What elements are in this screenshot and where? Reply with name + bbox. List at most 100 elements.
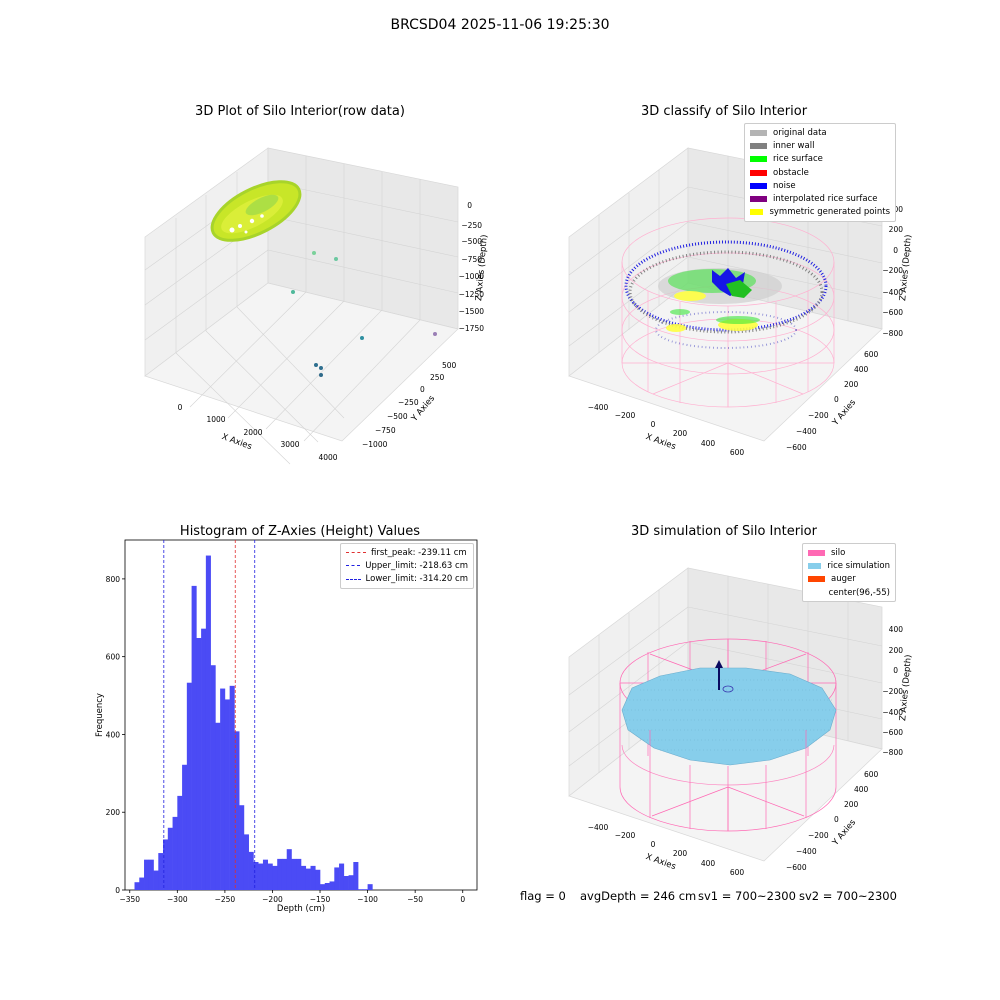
legend-label: rice simulation — [827, 560, 890, 571]
legend-swatch — [750, 182, 767, 189]
svg-text:0: 0 — [834, 815, 839, 824]
simulation-auger-arrow — [715, 660, 723, 690]
histogram-bar — [310, 865, 316, 890]
histogram-bar — [210, 665, 216, 890]
legend-label: silo — [831, 547, 846, 558]
svg-text:−400: −400 — [588, 403, 609, 412]
svg-text:−800: −800 — [882, 329, 903, 338]
histogram-bars — [134, 555, 373, 890]
histogram-bar — [339, 863, 345, 890]
histogram-bar — [201, 628, 207, 890]
svg-text:200: 200 — [673, 849, 688, 858]
svg-text:200: 200 — [889, 225, 904, 234]
x-tick-label: −350 — [119, 895, 140, 904]
raw-plot-title: 3D Plot of Silo Interior(row data) — [195, 104, 405, 119]
svg-text:−1750: −1750 — [459, 324, 485, 333]
histogram-bar — [262, 859, 269, 890]
svg-text:−600: −600 — [786, 443, 807, 452]
legend-label: Upper_limit: -218.63 cm — [365, 560, 468, 571]
legend-swatch — [750, 129, 767, 136]
legend-item-rice-simulation: rice simulation — [808, 559, 890, 572]
classify-3d-axes: −400 −200 0 200 400 600 X Axies −600 −40… — [568, 147, 914, 457]
histogram-bar — [291, 858, 297, 890]
svg-text:200: 200 — [673, 429, 688, 438]
classify-point-cloud — [624, 240, 828, 349]
histogram-bar — [305, 868, 311, 890]
svg-text:−1250: −1250 — [459, 290, 485, 299]
svg-text:−800: −800 — [882, 748, 903, 757]
legend-label: original data — [773, 127, 827, 138]
svg-text:−1000: −1000 — [459, 272, 485, 281]
histogram-bar — [253, 862, 259, 890]
svg-text:600: 600 — [730, 448, 745, 457]
histogram-bar — [172, 816, 178, 890]
legend-item-obstacle: obstacle — [750, 166, 890, 179]
svg-text:−200: −200 — [882, 687, 903, 696]
histogram-bar — [134, 882, 140, 890]
svg-text:−400: −400 — [588, 823, 609, 832]
legend-swatch — [750, 142, 767, 149]
status-avg-depth: avgDepth = 246 cm — [580, 889, 697, 903]
legend-item-rice-surface: rice surface — [750, 153, 890, 166]
svg-text:−400: −400 — [882, 288, 903, 297]
legend-label: noise — [773, 180, 796, 191]
histogram-bar — [144, 859, 150, 890]
svg-text:200: 200 — [844, 800, 859, 809]
histogram-bar — [205, 555, 211, 890]
legend-item-center: center(96,-55) — [808, 586, 890, 599]
svg-text:−400: −400 — [882, 708, 903, 717]
y-tick-label: 800 — [106, 575, 121, 584]
x-tick-label: −300 — [167, 895, 188, 904]
raw-x-axis-ticks: 0 1000 2000 3000 4000 — [178, 403, 338, 462]
legend-label: obstacle — [773, 167, 809, 178]
svg-text:250: 250 — [430, 373, 445, 382]
svg-text:−1500: −1500 — [459, 307, 485, 316]
raw-outlier-points — [291, 251, 437, 377]
legend-swatch — [750, 209, 764, 216]
status-sv2: sv2 = 700~2300 — [799, 889, 897, 903]
legend-line — [346, 552, 366, 554]
svg-text:400: 400 — [889, 625, 904, 634]
svg-text:−500: −500 — [387, 412, 408, 421]
y-tick-label: 200 — [106, 808, 121, 817]
histogram-y-ticks: 0 200 400 600 800 — [106, 575, 125, 895]
histogram-bar — [329, 881, 335, 890]
legend-swatch — [750, 196, 767, 203]
raw-y-axis-ticks: −1000 −750 −500 −250 0 250 500 — [362, 361, 457, 449]
svg-text:−200: −200 — [882, 266, 903, 275]
histogram-bar — [343, 876, 349, 890]
simulation-x-axis-ticks: −400 −200 0 200 400 600 — [588, 823, 745, 877]
svg-text:−600: −600 — [882, 728, 903, 737]
histogram-bar — [367, 884, 373, 890]
y-tick-label: 0 — [115, 886, 120, 895]
svg-text:0: 0 — [651, 840, 656, 849]
raw-silo-point-cloud — [210, 180, 302, 242]
svg-text:−200: −200 — [615, 831, 636, 840]
classify-legend: original data inner wall rice surface ob… — [744, 123, 896, 223]
raw-z-axis-ticks: 0 −250 −500 −750 −1000 −1250 −1500 −1750 — [459, 201, 485, 333]
svg-text:−400: −400 — [796, 847, 817, 856]
svg-text:0: 0 — [178, 403, 183, 412]
histogram-bar — [286, 849, 292, 890]
legend-label: inner wall — [773, 140, 815, 151]
simulation-y-axis-ticks: −600 −400 −200 0 200 400 600 — [786, 770, 879, 872]
histogram-bar — [196, 638, 202, 890]
x-tick-label: −250 — [215, 895, 236, 904]
simulation-z-axis-ticks: 400 200 0 −200 −400 −600 −800 — [882, 625, 903, 757]
svg-text:400: 400 — [854, 785, 869, 794]
svg-text:−200: −200 — [808, 831, 829, 840]
histogram-bar — [362, 889, 368, 890]
legend-label: symmetric generated points — [769, 207, 890, 218]
legend-item-symmetric-generated-points: symmetric generated points — [750, 206, 890, 219]
histogram-bar — [229, 685, 235, 890]
histogram-axes: −350 −300 −250 −200 −150 −100 −50 0 0 200 400 600 8… — [95, 539, 478, 914]
legend-line — [346, 565, 361, 567]
histogram-bar — [296, 858, 302, 890]
histogram-bar — [348, 875, 354, 890]
svg-text:−200: −200 — [615, 411, 636, 420]
legend-item-auger: auger — [808, 573, 890, 586]
histogram-title: Histogram of Z-Axies (Height) Values — [179, 524, 421, 539]
histogram-bar — [324, 883, 330, 890]
svg-text:500: 500 — [442, 361, 457, 370]
